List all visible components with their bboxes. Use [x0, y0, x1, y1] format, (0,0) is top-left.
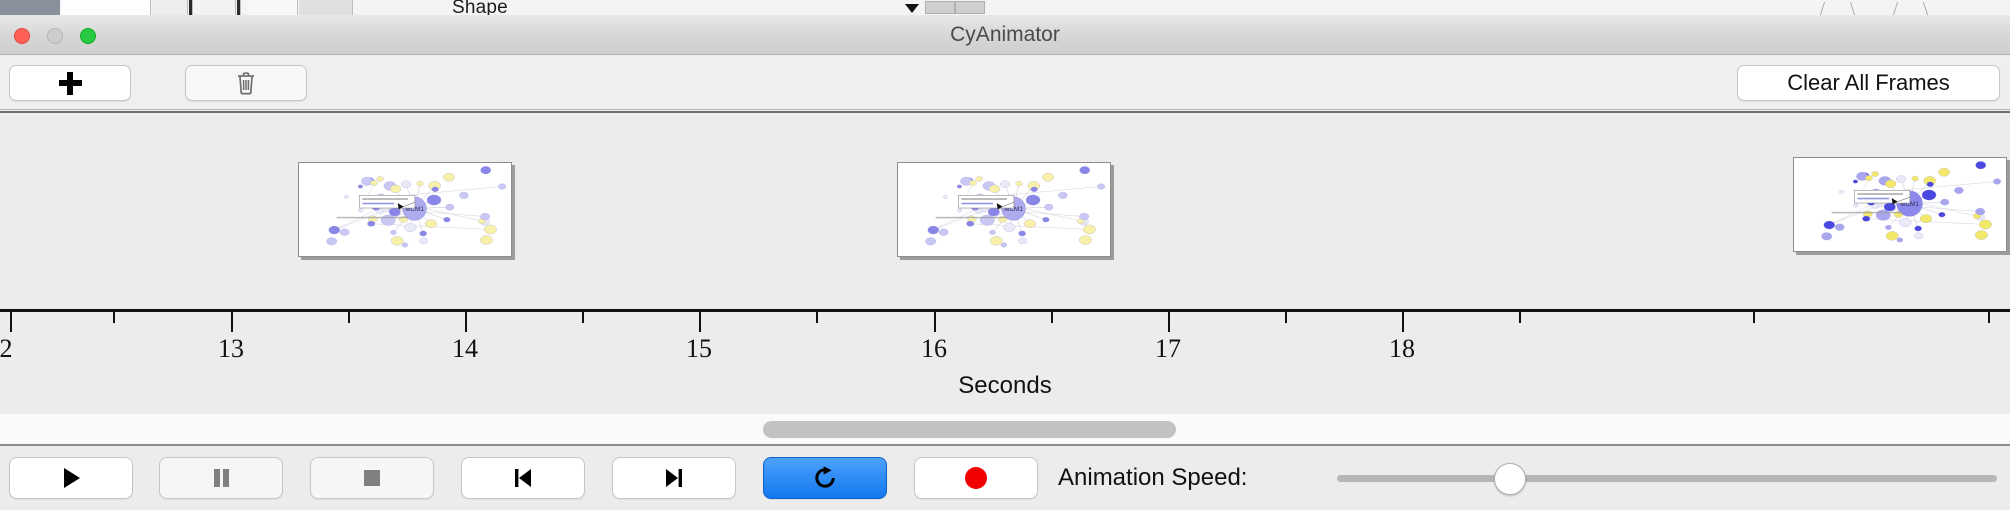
window-title: CyAnimator [950, 23, 1060, 46]
record-icon [965, 467, 987, 489]
background-slash-4 [1922, 2, 1929, 15]
svg-text:MCM1: MCM1 [1900, 201, 1919, 208]
background-slash-2 [1849, 2, 1856, 15]
scrollbar-thumb[interactable] [763, 421, 1176, 438]
loop-button[interactable] [763, 457, 887, 499]
stop-button[interactable] [310, 457, 434, 499]
axis-minor-tick-2 [582, 312, 584, 323]
background-divider-1 [189, 0, 193, 15]
animation-speed-slider-thumb[interactable] [1493, 463, 1526, 495]
title-bar: CyAnimator [0, 15, 2010, 55]
axis-tick-label-13: 13 [218, 334, 244, 363]
frame-thumbnail-1[interactable]: MCM1 [298, 162, 512, 257]
axis-major-tick-3 [699, 312, 701, 332]
axis-minor-tick-8 [1988, 312, 1990, 323]
axis-major-tick-2 [465, 312, 467, 332]
axis-tick-label-15: 15 [686, 334, 712, 363]
clear-all-frames-button[interactable]: Clear All Frames [1737, 65, 2000, 101]
record-button[interactable] [914, 457, 1038, 499]
trash-icon [236, 71, 256, 95]
axis-tick-label-14: 14 [452, 334, 478, 363]
axis-major-tick-1 [231, 312, 233, 332]
timeline-axis: 2 13 14 15 16 17 18 Seconds [0, 309, 2010, 414]
axis-major-tick-6 [1402, 312, 1404, 332]
background-window-label: Shape [452, 0, 508, 16]
axis-tick-label-18: 18 [1389, 334, 1415, 363]
svg-text:MCM1: MCM1 [1004, 206, 1023, 213]
play-button[interactable] [9, 457, 133, 499]
clear-all-frames-label: Clear All Frames [1787, 70, 1950, 95]
loop-icon [815, 466, 835, 488]
delete-frame-button[interactable] [185, 65, 307, 101]
frame-thumbnail-3[interactable]: MCM1 [1793, 157, 2007, 252]
axis-major-tick-5 [1168, 312, 1170, 332]
axis-minor-tick-0 [113, 312, 115, 323]
traffic-light-group [14, 28, 96, 44]
background-box-2 [955, 1, 985, 14]
axis-minor-tick-6 [1519, 312, 1521, 323]
axis-minor-tick-1 [348, 312, 350, 323]
axis-minor-tick-7 [1753, 312, 1755, 323]
axis-major-tick-4 [934, 312, 936, 332]
background-window-strip: Shape [0, 0, 2010, 16]
add-frame-button[interactable] [9, 65, 131, 101]
background-window-sidebar [0, 0, 60, 15]
plus-icon [58, 71, 82, 95]
stop-icon [364, 470, 380, 486]
axis-major-tick-0 [10, 312, 12, 332]
timeline-top-rule [0, 111, 2010, 113]
skip-end-icon [666, 469, 682, 487]
animation-speed-slider[interactable] [1337, 475, 1997, 482]
pause-icon [214, 469, 229, 487]
play-icon [64, 468, 80, 488]
zoom-button[interactable] [80, 28, 96, 44]
timeline-panel[interactable]: MCM1 MCM1 MCM1 2 13 14 15 16 17 18 Seconds [0, 111, 2010, 414]
axis-minor-tick-5 [1285, 312, 1287, 323]
axis-minor-tick-4 [1051, 312, 1053, 323]
svg-text:MCM1: MCM1 [405, 206, 424, 213]
axis-tick-label-17: 17 [1155, 334, 1181, 363]
axis-tick-label-2: 2 [0, 334, 13, 363]
background-divider-2 [237, 0, 241, 15]
background-slash-1 [1819, 2, 1826, 15]
frame-thumbnail-2[interactable]: MCM1 [897, 162, 1111, 257]
horizontal-scrollbar[interactable] [0, 414, 2010, 446]
background-tab-5 [299, 0, 353, 15]
axis-tick-label-16: 16 [921, 334, 947, 363]
toolbar: Clear All Frames [0, 55, 2010, 110]
axis-baseline [0, 309, 2010, 312]
skip-to-end-button[interactable] [612, 457, 736, 499]
axis-minor-tick-3 [816, 312, 818, 323]
pause-button[interactable] [159, 457, 283, 499]
minimize-button[interactable] [47, 28, 63, 44]
animation-speed-label: Animation Speed: [1058, 464, 1248, 491]
background-tab-1 [61, 0, 151, 15]
playback-controls: Animation Speed: [0, 447, 2010, 510]
close-button[interactable] [14, 28, 30, 44]
background-tab-3 [200, 0, 236, 15]
background-tab-2 [152, 0, 188, 15]
skip-start-icon [515, 469, 531, 487]
background-cursor-arrow [905, 4, 919, 13]
background-box-1 [925, 1, 955, 14]
background-slash-3 [1892, 2, 1899, 15]
skip-to-start-button[interactable] [461, 457, 585, 499]
background-tab-4 [248, 0, 298, 15]
axis-title: Seconds [958, 372, 1052, 399]
